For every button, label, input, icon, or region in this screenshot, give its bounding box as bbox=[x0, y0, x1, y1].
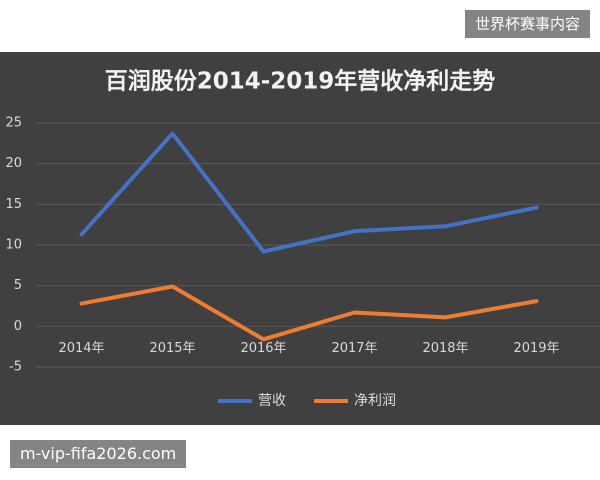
x-tick-label: 2018年 bbox=[422, 341, 468, 356]
y-tick-label: 20 bbox=[5, 156, 22, 171]
y-tick-label: -5 bbox=[9, 360, 22, 375]
legend-label: 营收 bbox=[258, 393, 286, 409]
badge: 世界杯赛事内容 bbox=[464, 10, 590, 38]
legend-label: 净利润 bbox=[354, 393, 396, 409]
x-tick-label: 2014年 bbox=[58, 341, 104, 356]
y-tick-label: 25 bbox=[5, 116, 22, 131]
y-tick-label: 5 bbox=[14, 278, 22, 293]
x-tick-label: 2017年 bbox=[331, 341, 377, 356]
line-series bbox=[79, 284, 539, 342]
line-series bbox=[79, 131, 539, 254]
y-tick-label: 10 bbox=[5, 238, 22, 253]
chart-title: 百润股份2014-2019年营收净利走势 bbox=[105, 68, 496, 95]
y-tick-label: 15 bbox=[5, 197, 22, 212]
x-tick-label: 2016年 bbox=[240, 341, 286, 356]
url-label: m-vip-fifa2026.com bbox=[10, 440, 187, 468]
chart-background bbox=[0, 52, 600, 425]
x-tick-label: 2015年 bbox=[149, 341, 195, 356]
x-tick-label: 2019年 bbox=[513, 341, 559, 356]
y-tick-label: 0 bbox=[14, 319, 22, 334]
